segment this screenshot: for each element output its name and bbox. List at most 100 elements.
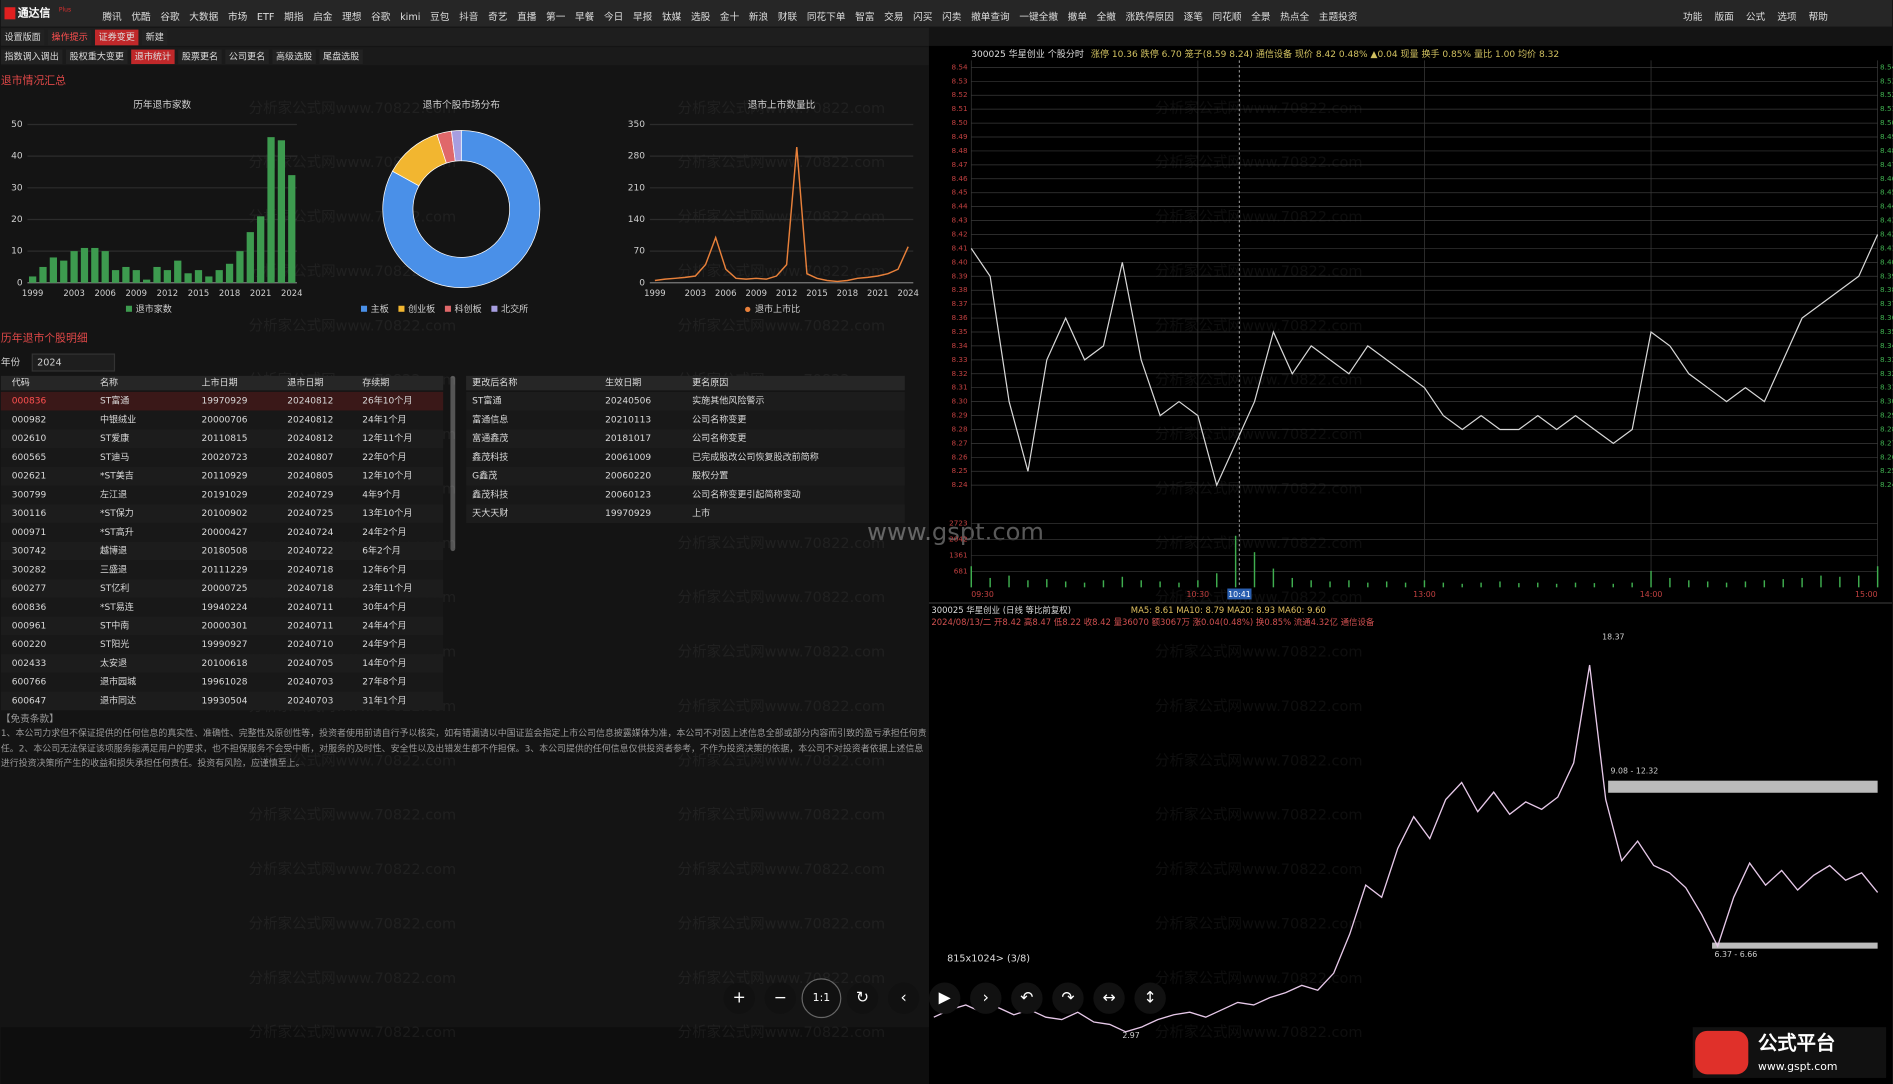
- menu-item[interactable]: 同花下单: [807, 11, 846, 23]
- menu-item[interactable]: 奇艺: [488, 11, 507, 23]
- tab[interactable]: 新建: [146, 31, 164, 43]
- table-row[interactable]: [0, 448, 444, 467]
- menu-item[interactable]: 全撤: [1097, 11, 1117, 23]
- toolbar-button[interactable]: [1134, 982, 1166, 1014]
- tab[interactable]: 操作提示: [52, 31, 88, 43]
- menu-item[interactable]: 一键全撤: [1019, 11, 1058, 23]
- toolbar-icon[interactable]: +: [733, 988, 746, 1007]
- menu-item[interactable]: 抖音: [459, 11, 479, 23]
- table-row[interactable]: [0, 579, 444, 598]
- menu-item[interactable]: 期指: [284, 11, 304, 23]
- filter-value[interactable]: 2024: [37, 358, 62, 369]
- menu-item[interactable]: 交易: [884, 11, 903, 23]
- menu-item[interactable]: 财联: [778, 11, 798, 23]
- toolbar-button[interactable]: [846, 982, 879, 1014]
- menu-item[interactable]: 功能: [1683, 11, 1703, 23]
- menu-item[interactable]: 金十: [720, 11, 740, 23]
- menu-item[interactable]: 腾讯: [102, 11, 122, 23]
- table-row[interactable]: [0, 672, 444, 692]
- menu-item[interactable]: 第一: [546, 11, 566, 23]
- menu-item[interactable]: 智富: [855, 11, 874, 23]
- table-row[interactable]: [466, 466, 905, 486]
- toolbar-button[interactable]: [1011, 982, 1043, 1014]
- tab-bg[interactable]: [0, 49, 63, 65]
- toolbar-button[interactable]: [1052, 982, 1084, 1014]
- tab[interactable]: 证券变更: [99, 31, 135, 43]
- table-row[interactable]: [0, 410, 444, 430]
- tab[interactable]: 退市统计: [135, 50, 171, 62]
- menu-item[interactable]: 市场: [228, 11, 248, 23]
- toolbar-button[interactable]: [723, 982, 755, 1014]
- menu-item[interactable]: 选股: [691, 11, 711, 23]
- table-row[interactable]: [0, 616, 444, 636]
- tab-bg[interactable]: [0, 29, 45, 46]
- table-row[interactable]: [0, 429, 444, 449]
- tab-bg[interactable]: [272, 49, 316, 65]
- table-row[interactable]: [466, 391, 905, 411]
- toolbar-icon[interactable]: ↻: [856, 988, 869, 1007]
- table-row[interactable]: [466, 485, 905, 505]
- menu-item[interactable]: 闪卖: [942, 11, 962, 23]
- menu-item[interactable]: 版面: [1714, 11, 1734, 23]
- toolbar-button[interactable]: [764, 982, 797, 1014]
- menu-item[interactable]: 启金: [313, 11, 333, 23]
- menu-item[interactable]: 早报: [633, 11, 653, 23]
- menu-item[interactable]: 主题投资: [1319, 11, 1358, 23]
- tab[interactable]: 股权重大变更: [70, 50, 124, 62]
- toolbar-icon[interactable]: ↔: [1102, 988, 1115, 1007]
- tab-bg[interactable]: [319, 49, 363, 65]
- table-row[interactable]: [0, 466, 444, 486]
- year-select[interactable]: [31, 353, 116, 372]
- menu-item[interactable]: 公式: [1746, 11, 1766, 23]
- tab-bg[interactable]: [47, 29, 92, 46]
- tab-bg[interactable]: [131, 49, 175, 65]
- menu-item[interactable]: 热点全: [1280, 11, 1309, 23]
- tab[interactable]: 公司更名: [229, 50, 265, 62]
- toolbar-icon[interactable]: ↷: [1061, 988, 1074, 1007]
- toolbar-button[interactable]: [887, 982, 920, 1014]
- menu-item[interactable]: 今日: [604, 11, 623, 23]
- menu-item[interactable]: 大数据: [189, 11, 218, 23]
- table-row[interactable]: [466, 504, 905, 523]
- tab[interactable]: 高级选股: [276, 50, 312, 62]
- table-row[interactable]: [466, 410, 905, 430]
- table-row[interactable]: [0, 560, 444, 580]
- tab-bg[interactable]: [94, 29, 139, 46]
- scrollbar[interactable]: [450, 375, 456, 552]
- table-row[interactable]: [0, 654, 444, 673]
- toolbar-button[interactable]: [970, 982, 1002, 1014]
- tab-bg[interactable]: [66, 49, 128, 65]
- toolbar-icon[interactable]: 1:1: [813, 991, 830, 1004]
- menu-item[interactable]: 闪买: [913, 11, 933, 23]
- table-row[interactable]: [0, 635, 444, 655]
- table-row[interactable]: [0, 485, 444, 505]
- tab-bg[interactable]: [225, 49, 269, 65]
- toolbar-icon[interactable]: ↶: [1020, 988, 1033, 1007]
- toolbar-button[interactable]: [801, 978, 842, 1019]
- tab-bg[interactable]: [178, 49, 222, 65]
- table-row[interactable]: [0, 691, 444, 711]
- menu-item[interactable]: 早餐: [575, 11, 595, 23]
- menu-item[interactable]: 选项: [1777, 11, 1797, 23]
- menu-item[interactable]: ETF: [257, 12, 275, 23]
- menu-item[interactable]: 新浪: [749, 11, 769, 23]
- toolbar-icon[interactable]: −: [774, 988, 787, 1007]
- menu-item[interactable]: 优酷: [131, 11, 151, 23]
- tab-bg[interactable]: [142, 29, 168, 46]
- tab[interactable]: 设置版面: [4, 31, 40, 43]
- menu-item[interactable]: 谷歌: [371, 11, 391, 23]
- menu-item[interactable]: 同花顺: [1213, 11, 1242, 23]
- table-row[interactable]: [0, 391, 444, 411]
- menu-item[interactable]: kimi: [400, 12, 420, 23]
- menu-item[interactable]: 全景: [1251, 11, 1271, 23]
- menu-item[interactable]: 直播: [517, 11, 537, 23]
- menu-item[interactable]: 逐笔: [1184, 11, 1204, 23]
- tab[interactable]: 尾盘选股: [323, 50, 359, 62]
- toolbar-button[interactable]: [1093, 982, 1125, 1014]
- table-row[interactable]: [466, 448, 905, 467]
- menu-item[interactable]: 豆包: [430, 11, 450, 23]
- menu-item[interactable]: 涨跌停原因: [1126, 11, 1174, 23]
- toolbar-button[interactable]: [928, 982, 961, 1014]
- menu-item[interactable]: 撤单查询: [971, 11, 1010, 23]
- tab[interactable]: 股票更名: [182, 50, 218, 62]
